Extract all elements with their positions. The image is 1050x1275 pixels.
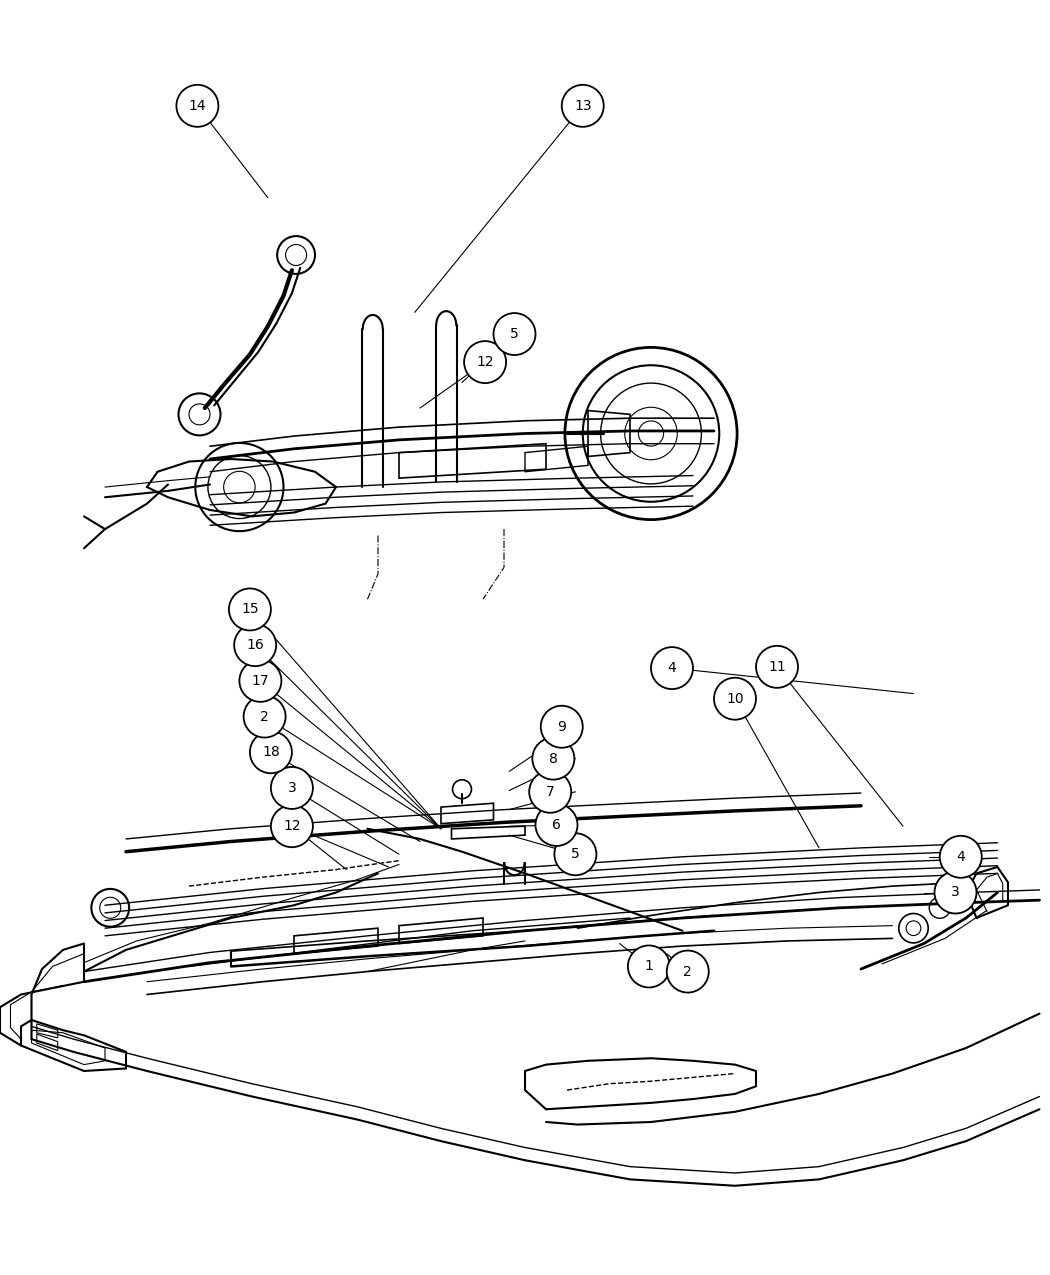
Text: 13: 13 (574, 99, 591, 112)
Circle shape (464, 342, 506, 382)
Text: 8: 8 (549, 752, 558, 765)
Circle shape (536, 805, 578, 845)
Circle shape (532, 738, 574, 779)
Circle shape (940, 836, 982, 877)
Text: 1: 1 (645, 960, 653, 973)
Text: 3: 3 (288, 782, 296, 794)
Text: 11: 11 (769, 660, 785, 673)
Circle shape (244, 696, 286, 737)
Circle shape (494, 314, 536, 354)
Circle shape (714, 678, 756, 719)
Circle shape (628, 946, 670, 987)
Text: 5: 5 (510, 328, 519, 340)
Text: 9: 9 (558, 720, 566, 733)
Circle shape (271, 806, 313, 847)
Circle shape (541, 706, 583, 747)
Circle shape (229, 589, 271, 630)
Text: 16: 16 (247, 639, 264, 652)
Circle shape (250, 732, 292, 773)
Circle shape (239, 660, 281, 701)
Text: 14: 14 (189, 99, 206, 112)
Text: 18: 18 (262, 746, 279, 759)
Text: 3: 3 (951, 886, 960, 899)
Circle shape (756, 646, 798, 687)
Circle shape (554, 834, 596, 875)
Text: 12: 12 (477, 356, 493, 368)
Text: 2: 2 (260, 710, 269, 723)
Text: 7: 7 (546, 785, 554, 798)
Text: 6: 6 (552, 819, 561, 831)
Text: 12: 12 (284, 820, 300, 833)
Text: 10: 10 (727, 692, 743, 705)
Circle shape (651, 648, 693, 689)
Text: 15: 15 (242, 603, 258, 616)
Text: 4: 4 (957, 850, 965, 863)
Circle shape (667, 951, 709, 992)
Text: 5: 5 (571, 848, 580, 861)
Circle shape (934, 872, 976, 913)
Text: 4: 4 (668, 662, 676, 674)
Circle shape (529, 771, 571, 812)
Circle shape (176, 85, 218, 126)
Circle shape (562, 85, 604, 126)
Circle shape (234, 625, 276, 666)
Text: 17: 17 (252, 674, 269, 687)
Circle shape (271, 768, 313, 808)
Text: 2: 2 (684, 965, 692, 978)
